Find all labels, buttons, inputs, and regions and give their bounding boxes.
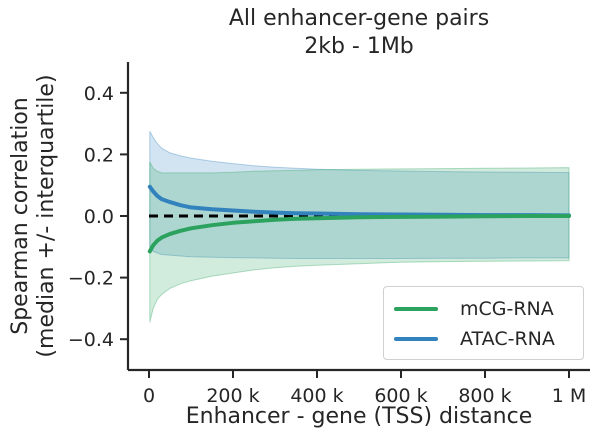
y-axis-label: Spearman correlation (median +/- interqu… <box>8 66 60 366</box>
legend-swatch-mcg-rna <box>394 307 438 311</box>
chart-title: All enhancer-gene pairs <box>228 6 490 31</box>
x-tick-label: 0 <box>143 385 155 407</box>
legend-label-mcg-rna: mCG-RNA <box>460 298 554 320</box>
x-tick-label: 200 k <box>206 385 259 407</box>
x-tick-label: 400 k <box>290 385 343 407</box>
y-tick-label: 0.4 <box>84 83 114 105</box>
legend: mCG-RNA ATAC-RNA <box>383 286 584 360</box>
iqr-band-mcg-rna <box>149 161 570 323</box>
chart-subtitle: 2kb - 1Mb <box>304 34 414 59</box>
y-tick-label: −0.4 <box>68 329 114 351</box>
y-axis-label-line2: (median +/- interquartile) <box>34 74 59 358</box>
median-lines <box>147 184 571 254</box>
axes: −0.4 −0.2 0.0 0.2 0.4 0 200 k 400 k 600 k 800 k 1 … <box>68 62 590 407</box>
y-tick-label: 0.2 <box>84 144 114 166</box>
y-tick-label: 0.0 <box>84 206 114 228</box>
median-line-mcg-rna <box>147 214 571 254</box>
x-tick-label: 600 k <box>374 385 427 407</box>
y-tick-label: −0.2 <box>68 268 114 290</box>
x-axis-label: Enhancer - gene (TSS) distance <box>185 404 533 429</box>
iqr-bands <box>149 131 570 323</box>
legend-swatch-atac-rna <box>394 337 438 341</box>
legend-label-atac-rna: ATAC-RNA <box>460 328 555 350</box>
x-tick-label: 1 M <box>552 385 587 407</box>
y-axis-label-line1: Spearman correlation <box>8 97 33 335</box>
iqr-band-atac-rna <box>149 131 570 259</box>
legend-item-atac-rna: ATAC-RNA <box>394 326 555 352</box>
x-tick-label: 800 k <box>458 385 511 407</box>
legend-item-mcg-rna: mCG-RNA <box>394 296 554 322</box>
